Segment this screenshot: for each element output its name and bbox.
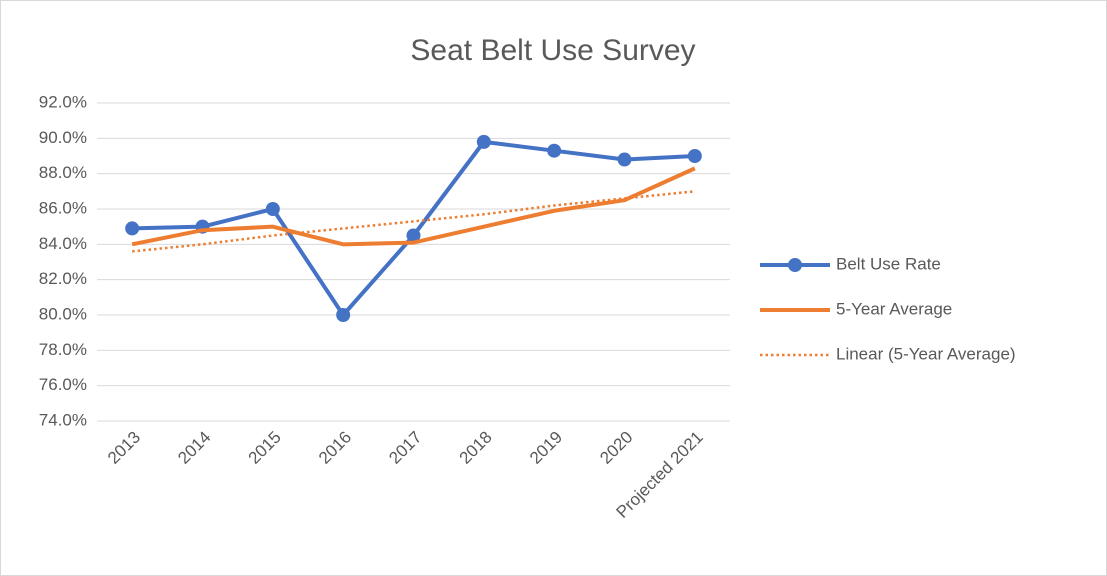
point-marker [687,149,702,163]
y-tick-label: 80.0% [39,304,87,323]
y-tick-label: 74.0% [39,410,87,429]
y-tick-label: 82.0% [39,269,87,288]
point-marker [265,202,280,216]
legend-label: 5-Year Average [836,299,952,318]
y-tick-label: 76.0% [39,375,87,394]
point-marker [617,152,632,167]
point-marker [406,228,421,243]
legend-label: Belt Use Rate [836,254,941,273]
point-marker [547,143,562,158]
series-line [132,190,695,253]
point-marker [476,134,491,149]
y-tick-label: 86.0% [39,198,87,217]
legend-marker [788,258,802,272]
chart-title: Seat Belt Use Survey [410,34,695,67]
y-tick-label: 90.0% [39,128,87,147]
point-marker [336,308,351,322]
series-line [131,166,696,247]
y-tick-label: 88.0% [39,163,87,182]
y-tick-label: 92.0% [39,92,87,111]
y-tick-label: 84.0% [39,234,87,253]
point-marker [125,221,140,236]
legend-label: Linear (5-Year Average) [836,344,1016,363]
y-tick-label: 78.0% [39,340,87,359]
